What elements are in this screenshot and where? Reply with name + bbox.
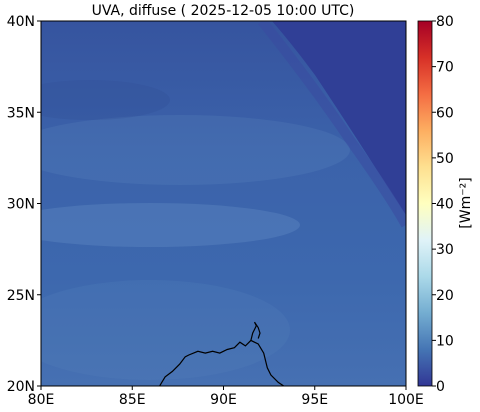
cloud-band — [41, 280, 290, 380]
x-tick-label: 100E — [388, 392, 424, 408]
colorbar-ticks: 0 10 20 30 40 50 60 70 80 — [432, 14, 454, 395]
dark-region — [272, 21, 406, 215]
colorbar-tick-label: 60 — [436, 105, 454, 121]
colorbar-tick-label: 40 — [436, 197, 454, 213]
colorbar-tick-label: 80 — [436, 14, 454, 30]
x-tick-label: 90E — [210, 392, 237, 408]
map-panel — [41, 21, 406, 386]
colorbar-tick-label: 30 — [436, 242, 454, 258]
y-tick-label: 35N — [7, 105, 35, 121]
y-tick-label: 25N — [7, 288, 35, 304]
y-tick-label: 30N — [7, 197, 35, 213]
cloud-band — [41, 203, 300, 247]
colorbar-tick-label: 70 — [436, 60, 454, 76]
colorbar-gradient — [417, 20, 433, 387]
figure-title: UVA, diffuse ( 2025-12-05 10:00 UTC) — [92, 3, 355, 19]
cloud-band — [41, 80, 170, 120]
y-axis: 20N 25N 30N 35N 40N — [7, 14, 41, 395]
coastline — [159, 339, 285, 386]
x-tick-label: 80E — [28, 392, 55, 408]
terminator-edge — [258, 21, 406, 228]
y-tick-label: 20N — [7, 379, 35, 395]
colorbar-tick-label: 20 — [436, 288, 454, 304]
x-axis: 80E 85E 90E 95E 100E — [28, 386, 424, 408]
x-tick-label: 85E — [119, 392, 146, 408]
colorbar-tick-label: 0 — [436, 379, 445, 395]
colorbar-label: [Wm⁻²] — [458, 177, 474, 228]
colorbar-tick-label: 50 — [436, 151, 454, 167]
x-tick-label: 95E — [301, 392, 328, 408]
coastline-inlet — [250, 321, 261, 341]
cloud-band — [41, 115, 350, 185]
colorbar: 0 10 20 30 40 50 60 70 80 [Wm⁻²] — [417, 14, 474, 395]
y-tick-label: 40N — [7, 14, 35, 30]
colorbar-tick-label: 10 — [436, 333, 454, 349]
